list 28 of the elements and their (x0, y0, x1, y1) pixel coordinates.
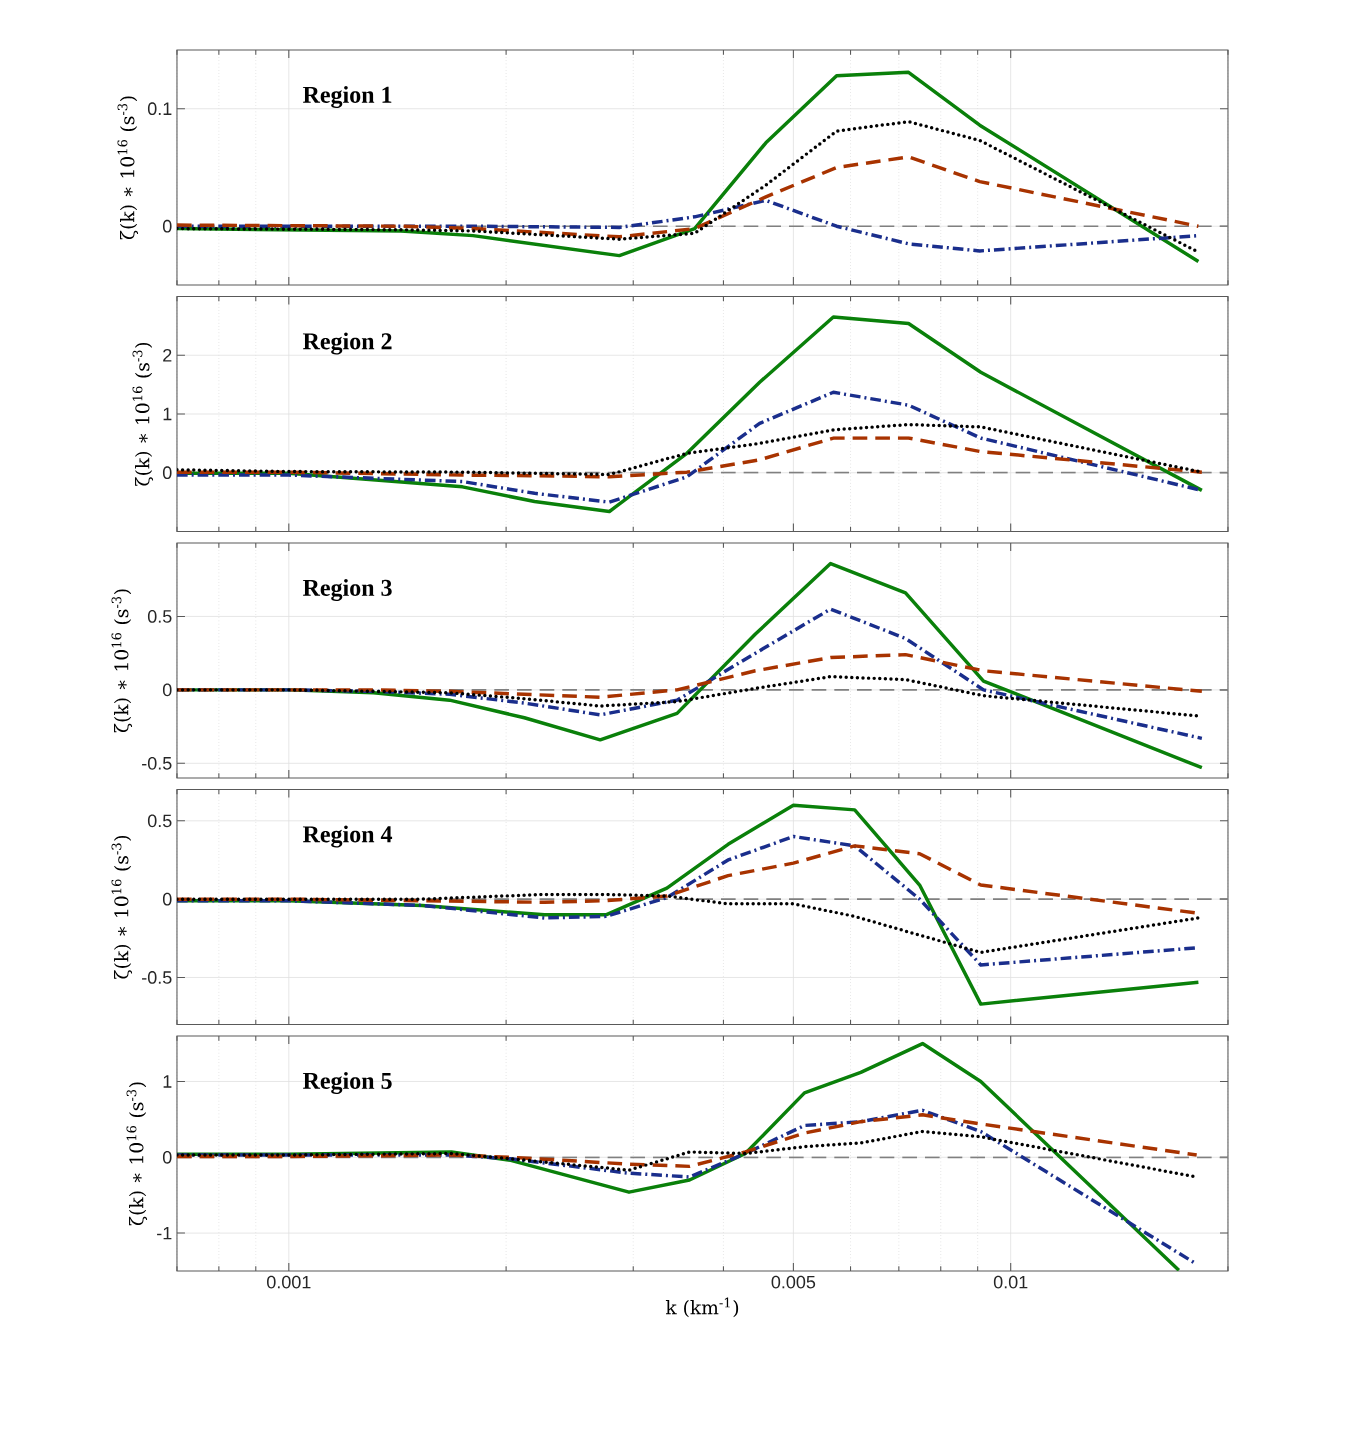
y-tick-label: 0.5 (147, 610, 172, 623)
y-tick-label: 2 (163, 348, 172, 362)
y-tick-label: 1 (163, 1075, 172, 1088)
y-tick-label: 0 (162, 1150, 172, 1164)
y-tick-label: -1 (157, 1226, 172, 1240)
y-axis-title: ζ(k) ∗ 10$^{16}$ (s$^{-3}$) (117, 96, 139, 240)
y-tick-label: 1 (163, 407, 172, 421)
y-tick-label: 0 (162, 892, 172, 906)
text: Region 2 (302, 332, 392, 355)
y-axis-title: ζ(k) ∗ 10$^{16}$ (s$^{-3}$) (132, 342, 154, 486)
y-tick-label: 0.1 (147, 102, 172, 116)
text: Region 5 (302, 1072, 392, 1094)
text: Region 4 (302, 825, 393, 848)
text: Region 1 (302, 86, 392, 108)
x-tick-label: 0.005 (771, 1275, 816, 1289)
x-axis-title: k (km$^{-1}$) (665, 1297, 739, 1318)
y-axis-title: ζ(k) ∗ 10$^{16}$ (s$^{-3}$) (111, 589, 133, 733)
x-tick-label: 0.001 (267, 1275, 311, 1289)
x-tick-label: 0.01 (993, 1275, 1028, 1289)
text: Region 3 (302, 579, 392, 601)
y-tick-label: 0.5 (147, 814, 172, 828)
y-axis-title: ζ(k) ∗ 10$^{16}$ (s$^{-3}$) (126, 1082, 148, 1226)
y-tick-label: 0 (162, 219, 172, 233)
y-tick-label: 0 (162, 466, 172, 480)
y-axis-title: ζ(k) ∗ 10$^{16}$ (s$^{-3}$) (111, 835, 133, 979)
y-tick-label: -0.5 (142, 756, 172, 770)
y-tick-label: 0 (162, 683, 172, 697)
y-tick-label: -0.5 (142, 971, 172, 984)
